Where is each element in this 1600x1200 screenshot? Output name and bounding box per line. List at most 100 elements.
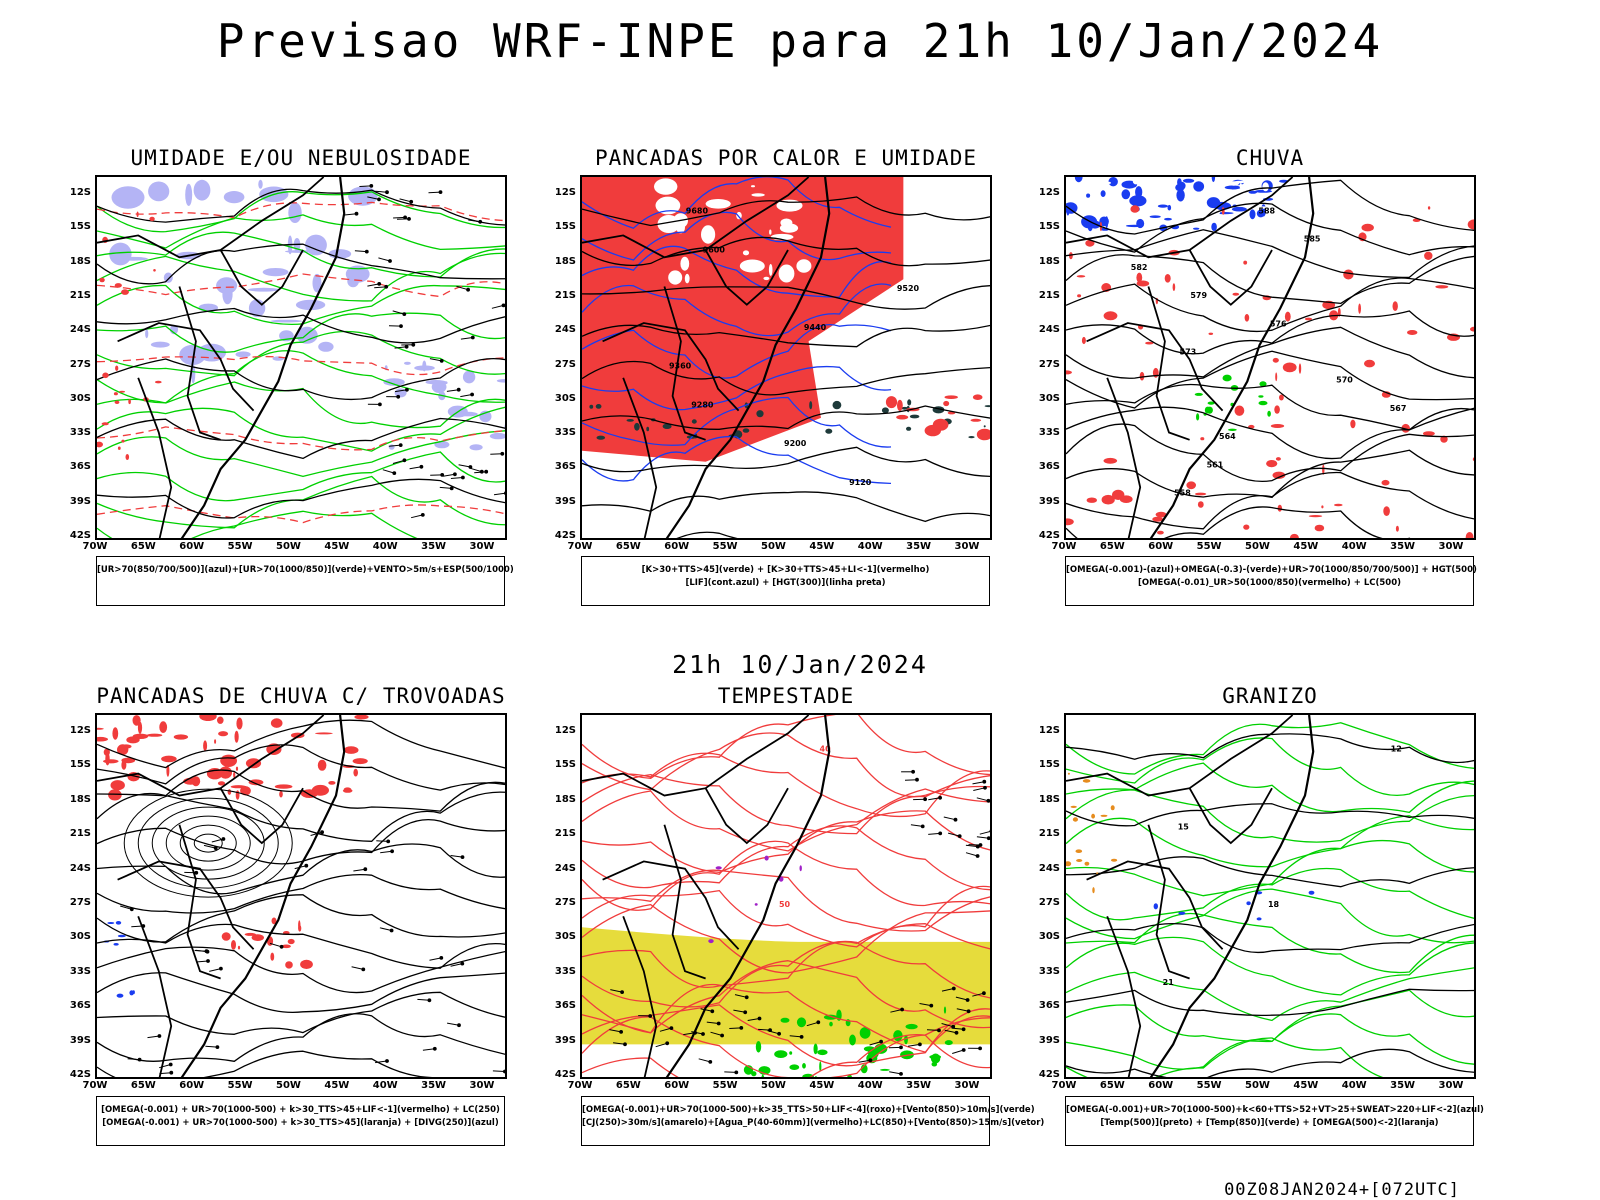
wind850-vectors-head — [799, 1035, 804, 1039]
pressure-contours-line — [97, 358, 505, 401]
lat-tick-label: 21S — [69, 289, 91, 301]
lon-tick-label: 35W — [1390, 541, 1416, 552]
dense-red-contours-blob — [128, 399, 131, 405]
jet-stream-area — [582, 927, 990, 1045]
lat-tick-label: 39S — [69, 495, 91, 507]
humidity-lower-contours-line — [97, 451, 505, 502]
heat-humidity-area-blob — [983, 425, 986, 428]
lon-tick-label: 35W — [421, 1080, 447, 1091]
streamline-vortex-ring — [123, 788, 293, 898]
panel-6-title: GRANIZO — [1222, 684, 1318, 708]
wind850-vectors-north-head — [915, 777, 919, 782]
omega-red-area-blob — [1194, 492, 1207, 496]
omega-red-area-blob — [1358, 303, 1361, 314]
lon-tick-label: 50W — [761, 1080, 786, 1091]
streamlines-line — [97, 1050, 444, 1077]
omega-red-area-blob — [1435, 285, 1449, 289]
heat-humidity-area-blob — [634, 422, 640, 431]
thunderstorm-area-south-blob — [251, 934, 264, 941]
clear-gaps-blob — [768, 263, 773, 276]
lon-tick-label: 45W — [324, 541, 350, 552]
lat-tick-label: 27S — [1038, 358, 1060, 370]
hail-area-blob — [1178, 911, 1186, 915]
omega-red-area-blob — [1395, 525, 1399, 532]
streamline-arrows-shaft — [353, 868, 366, 872]
hgt500-contours-line — [1066, 310, 1474, 355]
omega-red-area-blob — [1407, 330, 1418, 335]
wind-vectors-shaft — [450, 477, 463, 479]
wind850-vectors-head — [816, 1020, 821, 1025]
streamline-arrows-head — [194, 870, 199, 875]
omega-blue-area-blob — [1108, 177, 1118, 187]
wind850-vectors-north-shaft — [976, 836, 989, 839]
humidity-upper-area-blob — [312, 273, 322, 293]
wind-vectors-shaft — [443, 473, 455, 477]
thunderstorm-area-blob — [108, 789, 122, 801]
lat-tick-label: 36S — [1038, 461, 1060, 473]
wind850-vectors-north-shaft — [976, 797, 989, 802]
omega-blue-area-blob — [1135, 186, 1143, 199]
lon-tick-label: 35W — [421, 541, 447, 552]
thunderstorm-area-south-blob — [270, 952, 275, 961]
omega-red-area-blob — [1274, 405, 1280, 414]
lat-tick-label: 21S — [554, 828, 576, 840]
divergence-area-blob — [116, 993, 124, 998]
clear-gaps-blob — [1223, 189, 1236, 194]
panel-2-legend: [K>30+TTS>45](verde) + [K>30+TTS>45+LI<-… — [581, 556, 990, 606]
omega-blue-area-blob — [1249, 209, 1256, 220]
omega-blue-area-blob — [1157, 204, 1168, 208]
country-border — [1147, 286, 1190, 441]
thunderstorm-area-blob — [270, 718, 283, 728]
streamline-arrows-head — [386, 839, 391, 844]
panel-6-legend-line-1: [OMEGA(-0.001)+UR>70(1000-500)+k<60+TTS>… — [1066, 1105, 1484, 1115]
panel-3-legend: [OMEGA(-0.001)-(azul)+OMEGA(-0.3)-(verde… — [1065, 556, 1477, 606]
omega-green-area-blob — [1196, 413, 1200, 421]
streamline-arrows-head — [439, 956, 444, 960]
hgt300-contours-line — [582, 446, 990, 477]
wind850-vectors-north-head — [938, 795, 943, 800]
instability-area-east — [885, 394, 990, 441]
wind850-area-blob — [819, 1061, 822, 1072]
lat-tick-label: 42S — [1038, 530, 1060, 541]
humidity-upper-area-blob — [111, 186, 145, 209]
wind-vectors-head — [402, 458, 407, 463]
clear-gaps-blob — [655, 196, 681, 215]
wind850-vectors-head — [734, 1070, 739, 1075]
streamline-arrows-head — [205, 949, 210, 954]
lat-tick-label: 15S — [69, 221, 91, 233]
streamline-arrows-head — [206, 959, 210, 963]
lat-tick-label: 39S — [1038, 495, 1060, 507]
omega-red-area-blob — [1234, 405, 1245, 416]
thunderstorm-area-blob — [227, 789, 232, 795]
humidity-upper-area-blob — [185, 183, 193, 206]
lon-tick-label: 60W — [1148, 1080, 1174, 1091]
lon-tick-label: 70W — [82, 1080, 108, 1091]
lon-tick-label: 40W — [1341, 541, 1367, 552]
temp850-contours-line — [1066, 912, 1474, 974]
clear-gaps-blob — [707, 199, 721, 206]
wind-vectors-head — [369, 183, 374, 188]
country-border — [622, 915, 658, 1077]
omega-red-area-blob — [1200, 437, 1205, 441]
streamline-arrows-head — [503, 1069, 505, 1074]
coastline — [665, 715, 831, 1077]
streamlines-line — [97, 946, 505, 994]
wind850-vectors-north-head — [982, 779, 987, 784]
dense-red-contours-blob — [115, 365, 119, 371]
streamlines-line — [97, 923, 505, 969]
wind850-vectors-north-shaft — [947, 832, 960, 837]
wind-vectors-shaft — [458, 464, 471, 468]
humidity-upper-area-blob — [145, 329, 149, 339]
wind-vectors-shaft — [399, 198, 412, 203]
temp500-contours-line — [1066, 856, 1474, 888]
streamline-arrows-head — [460, 855, 465, 860]
wind850-vectors-north-head — [975, 844, 980, 849]
precipitable-water-contours-line — [582, 752, 990, 818]
omega-blue-area-blob — [1176, 189, 1185, 202]
clear-gaps-blob — [736, 211, 742, 220]
streamline-arrows-shaft — [450, 963, 463, 967]
wind-vectors-shaft — [446, 389, 459, 392]
wind850-vectors-head — [962, 1078, 965, 1080]
panel-2-map: 9680 9600 9520 9440 9360 9280 9200 9120 — [580, 175, 992, 540]
streamline-arrows-shaft — [422, 1048, 435, 1051]
